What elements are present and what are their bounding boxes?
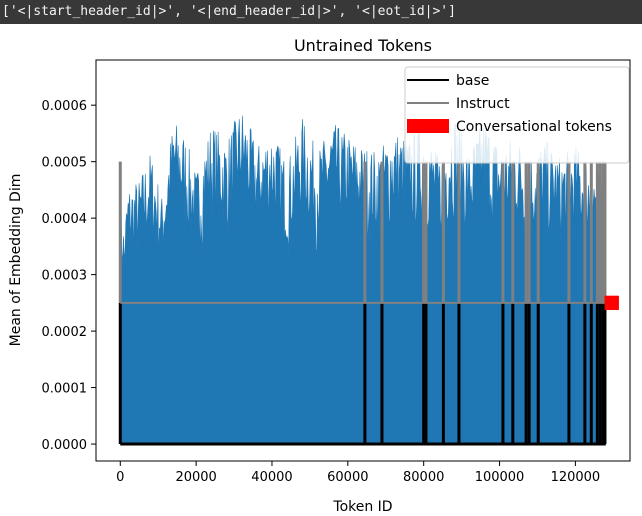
x-tick-label: 80000 [403,470,444,485]
x-tick-label: 0 [116,470,124,485]
y-tick-label: 0.0001 [42,382,88,397]
y-tick-label: 0.0000 [42,438,88,453]
axes: 0 20000 40000 60000 80000 100000 120000 0.0000 0… [42,99,601,485]
legend: base Instruct Conversational tokens [404,66,630,164]
y-tick-label: 0.0002 [42,325,88,340]
y-tick-label: 0.0006 [42,99,88,114]
legend-label: Conversational tokens [456,119,612,135]
plot-area [118,115,619,446]
y-tick-label: 0.0005 [42,156,88,171]
chart-title: Untrained Tokens [294,36,432,55]
conversational-token-point [604,295,619,310]
legend-box [404,66,630,164]
y-tick-label: 0.0004 [42,212,88,227]
legend-label: base [456,73,489,89]
plot-frame [95,59,631,462]
x-tick-label: 40000 [251,470,292,485]
instruct-fill-area [120,115,606,445]
legend-label: Instruct [456,96,510,112]
console-output-line: ['<|start_header_id|>', '<|end_header_id… [0,0,642,24]
x-tick-label: 20000 [175,470,216,485]
x-tick-label: 100000 [475,470,525,485]
x-axis-label: Token ID [332,499,392,515]
untrained-tokens-chart: Untrained Tokens 0 20000 40000 60000 80000 10… [8,36,631,515]
x-tick-label: 120000 [551,470,601,485]
x-tick-label: 60000 [327,470,368,485]
y-axis-label: Mean of Embedding Dim [8,174,24,347]
y-tick-label: 0.0003 [42,269,88,284]
